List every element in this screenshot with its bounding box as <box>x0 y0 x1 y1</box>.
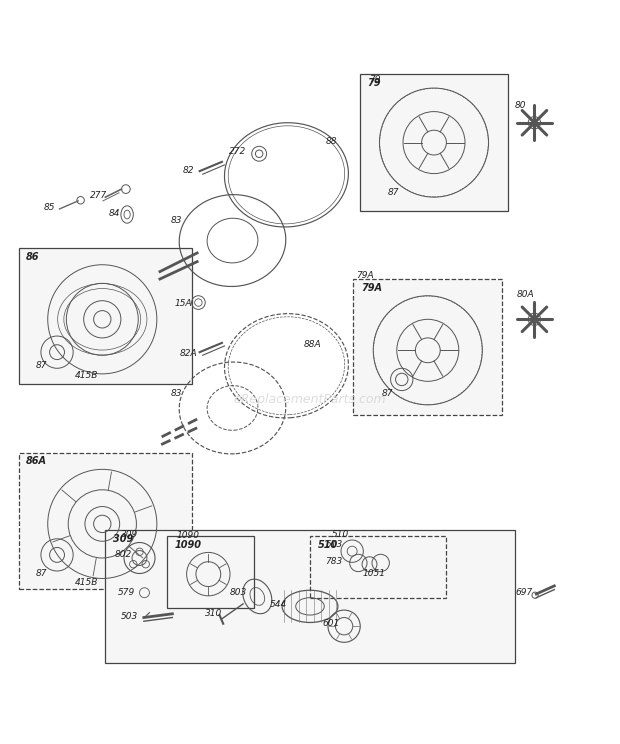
Bar <box>310 536 446 598</box>
Text: 697: 697 <box>516 588 533 597</box>
Text: 1090: 1090 <box>175 540 202 550</box>
Text: 83: 83 <box>170 389 182 398</box>
Text: 309: 309 <box>121 530 138 539</box>
Text: 87: 87 <box>36 362 48 371</box>
Text: 579: 579 <box>118 588 135 597</box>
Text: eReplacementParts.com: eReplacementParts.com <box>234 394 386 406</box>
Text: 86A: 86A <box>26 456 47 466</box>
Text: 86: 86 <box>26 251 40 262</box>
Text: 85: 85 <box>43 203 55 212</box>
Text: 15A: 15A <box>175 299 192 308</box>
Text: 783: 783 <box>326 557 343 565</box>
Bar <box>105 530 515 664</box>
Text: 79A: 79A <box>361 283 382 292</box>
Text: 88: 88 <box>326 137 337 146</box>
Text: 1090: 1090 <box>177 530 200 539</box>
Text: 87: 87 <box>36 569 48 578</box>
Text: 79: 79 <box>369 75 381 84</box>
Text: 513: 513 <box>326 540 343 549</box>
Text: 309: 309 <box>113 534 133 544</box>
Text: 80: 80 <box>515 101 526 110</box>
Text: 544: 544 <box>270 600 287 609</box>
Text: 83: 83 <box>170 216 182 225</box>
Text: 510: 510 <box>332 530 349 539</box>
Text: 87: 87 <box>388 187 399 196</box>
Text: 82: 82 <box>183 166 195 175</box>
Text: 87: 87 <box>381 389 393 398</box>
Bar <box>353 279 502 415</box>
Text: 277: 277 <box>90 190 107 200</box>
Text: 82A: 82A <box>180 349 197 358</box>
Text: 310: 310 <box>205 609 222 618</box>
Text: 415B: 415B <box>74 371 98 379</box>
Bar <box>19 452 192 589</box>
Text: 503: 503 <box>121 612 138 621</box>
Text: 272: 272 <box>229 147 247 156</box>
Text: 510: 510 <box>317 540 338 550</box>
Text: 601: 601 <box>322 618 340 628</box>
Text: 415B: 415B <box>74 578 98 587</box>
Text: 80A: 80A <box>516 290 534 299</box>
Bar <box>360 74 508 211</box>
Text: 88A: 88A <box>304 339 321 349</box>
Text: 84: 84 <box>108 209 120 219</box>
Bar <box>19 248 192 385</box>
Text: 803: 803 <box>229 588 247 597</box>
Text: 79A: 79A <box>356 272 374 280</box>
Bar <box>167 536 254 608</box>
Text: 1051: 1051 <box>363 569 386 578</box>
Text: 802: 802 <box>115 551 132 559</box>
Text: 79: 79 <box>367 78 381 88</box>
